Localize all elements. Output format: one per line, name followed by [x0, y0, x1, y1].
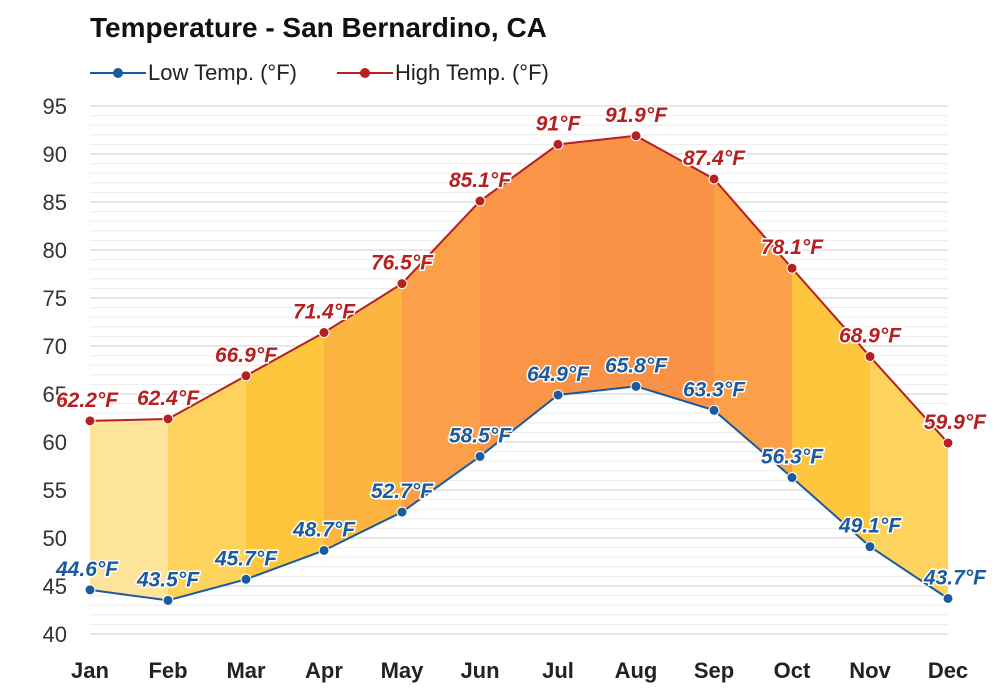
low-temp-data-label: 65.8°F	[605, 354, 668, 377]
y-tick-label: 75	[43, 286, 67, 311]
low-temp-data-label: 64.9°F	[527, 363, 590, 386]
high-temp-point	[162, 413, 174, 425]
low-temp-point	[708, 404, 720, 416]
low-temp-data-label: 43.5°F	[136, 568, 200, 591]
low-temp-data-label: 58.5°F	[449, 424, 512, 447]
y-tick-label: 90	[43, 142, 67, 167]
low-temp-data-label: 48.7°F	[292, 518, 356, 541]
legend-item-low[interactable]: Low Temp. (°F)	[90, 60, 297, 86]
legend: Low Temp. (°F) High Temp. (°F)	[90, 60, 589, 86]
high-temp-point	[552, 138, 564, 150]
low-temp-point	[786, 472, 798, 484]
fill-layer	[90, 135, 948, 601]
low-temp-data-label: 56.3°F	[761, 446, 824, 469]
x-tick-label: Sep	[694, 658, 734, 683]
low-temp-data-label: 49.1°F	[838, 515, 902, 538]
low-temp-data-label: 43.7°F	[923, 566, 987, 589]
y-tick-label: 45	[43, 574, 67, 599]
low-temp-data-label: 52.7°F	[371, 480, 434, 503]
low-temp-point	[942, 592, 954, 604]
x-tick-label: Dec	[928, 658, 968, 683]
high-temp-point	[318, 327, 330, 339]
low-temp-point	[162, 594, 174, 606]
x-tick-label: Oct	[774, 658, 811, 683]
x-tick-label: Jan	[71, 658, 109, 683]
band-segment	[402, 201, 480, 513]
high-temp-data-label: 62.2°F	[56, 389, 119, 412]
high-temp-data-label: 59.9°F	[924, 411, 987, 434]
band-segment	[870, 356, 948, 599]
high-temp-point	[942, 437, 954, 449]
high-temp-point	[786, 262, 798, 274]
high-temp-data-label: 78.1°F	[761, 236, 824, 259]
legend-high-label: High Temp. (°F)	[394, 60, 549, 85]
chart-title: Temperature - San Bernardino, CA	[90, 12, 547, 43]
high-temp-data-label: 68.9°F	[839, 325, 902, 348]
high-temp-data-label: 91.9°F	[605, 104, 668, 127]
high-temp-data-label: 62.4°F	[137, 387, 200, 410]
low-temp-data-label: 63.3°F	[683, 378, 746, 401]
low-temp-data-label: 45.7°F	[214, 547, 278, 570]
y-tick-label: 85	[43, 190, 67, 215]
high-temp-point	[396, 278, 408, 290]
band-segment	[792, 268, 870, 547]
x-tick-label: Aug	[615, 658, 658, 683]
y-tick-label: 70	[43, 334, 67, 359]
low-temp-point	[552, 389, 564, 401]
band-segment	[324, 283, 402, 551]
high-temp-data-label: 87.4°F	[683, 147, 746, 170]
low-temp-point	[474, 450, 486, 462]
high-temp-point	[84, 415, 96, 427]
high-temp-point	[630, 130, 642, 142]
high-temp-data-label: 71.4°F	[293, 301, 356, 324]
low-temp-point	[396, 506, 408, 518]
x-tick-label: Feb	[148, 658, 187, 683]
low-temp-point	[240, 573, 252, 585]
low-temp-point	[84, 584, 96, 596]
legend-high-marker	[336, 68, 393, 78]
low-temp-point	[318, 544, 330, 556]
high-temp-data-label: 76.5°F	[371, 252, 434, 275]
band-segment	[558, 135, 636, 395]
legend-low-label: Low Temp. (°F)	[148, 60, 297, 85]
high-temp-point	[708, 173, 720, 185]
low-temp-point	[864, 541, 876, 553]
y-tick-label: 60	[43, 430, 67, 455]
y-tick-label: 55	[43, 478, 67, 503]
low-temp-line	[89, 385, 949, 602]
legend-low-marker	[90, 68, 146, 78]
high-temp-point	[864, 351, 876, 363]
tick-layer: 40 45 50 55 60 65 70 75 80 85 90 95 Jan Feb Mar Apr May J…	[43, 94, 969, 683]
band-segment	[246, 332, 324, 580]
point-layer	[84, 130, 954, 606]
x-tick-label: May	[381, 658, 425, 683]
line-layer	[89, 134, 949, 602]
band-segment	[168, 375, 246, 601]
band-segment	[480, 144, 558, 457]
high-temp-data-label: 66.9°F	[215, 344, 278, 367]
low-temp-data-label: 44.6°F	[55, 558, 119, 581]
y-tick-label: 50	[43, 526, 67, 551]
x-tick-label: Jun	[460, 658, 499, 683]
high-temp-data-label: 85.1°F	[449, 169, 512, 192]
x-tick-label: Mar	[226, 658, 266, 683]
high-temp-point	[240, 370, 252, 382]
y-tick-label: 80	[43, 238, 67, 263]
high-temp-data-label: 91°F	[536, 112, 582, 135]
band-segment	[90, 418, 168, 601]
band-segment	[714, 178, 792, 478]
y-tick-label: 40	[43, 622, 67, 647]
high-temp-line	[89, 134, 949, 444]
y-tick-label: 65	[43, 382, 67, 407]
x-tick-label: Apr	[305, 658, 343, 683]
x-tick-label: Jul	[542, 658, 574, 683]
y-tick-label: 95	[43, 94, 67, 119]
label-layer: 44.6°F 43.5°F 45.7°F 48.7°F 52.7°F 58.5°F 64.9…	[54, 102, 989, 593]
low-temp-point	[630, 380, 642, 392]
high-temp-point	[474, 195, 486, 207]
legend-item-high[interactable]: High Temp. (°F)	[336, 60, 549, 86]
band-segment	[636, 135, 714, 411]
x-tick-label: Nov	[849, 658, 891, 683]
